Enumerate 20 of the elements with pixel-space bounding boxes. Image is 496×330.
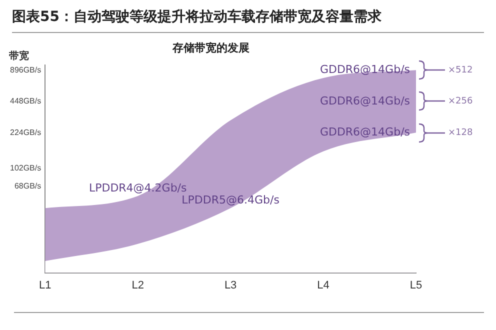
annotation: GDDR6@14Gb/s xyxy=(320,126,410,139)
text: ×256 xyxy=(448,96,473,107)
y-tick-label: 896GB/s xyxy=(10,65,42,74)
y-tick-label: 224GB/s xyxy=(10,128,42,137)
x-tick-label: L3 xyxy=(224,279,237,292)
annotation: LPDDR4@4.2Gb/s xyxy=(88,181,188,194)
chart-title: 图表55：自动驾驶等级提升将拉动车载存储带宽及容量需求 xyxy=(12,8,484,33)
annotation: GDDR6@14Gb/s xyxy=(320,63,410,76)
annotation: GDDR6@14Gb/s xyxy=(320,94,410,108)
x-tick-label: L5 xyxy=(410,279,422,292)
y-tick-label: 102GB/s xyxy=(10,163,42,172)
x-tick-label: L4 xyxy=(317,279,330,292)
chart-subtitle: 存储带宽的发展 xyxy=(172,41,250,54)
y-axis-title: 带宽 xyxy=(9,50,30,62)
x-tick-label: L1 xyxy=(39,279,52,292)
x-tick-label: L2 xyxy=(132,279,144,292)
y-tick-label: 68GB/s xyxy=(14,182,42,191)
text: ×128 xyxy=(448,128,473,138)
text: ×512 xyxy=(448,65,473,76)
y-tick-label: 448GB/s xyxy=(10,96,42,106)
